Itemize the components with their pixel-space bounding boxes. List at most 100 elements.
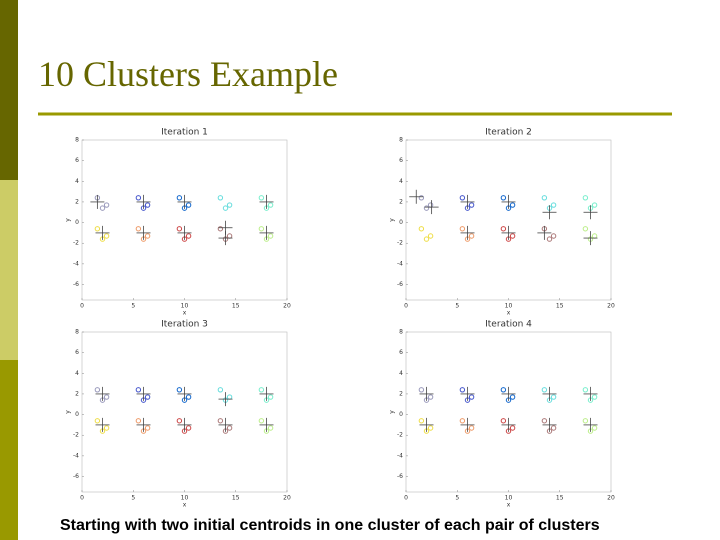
point xyxy=(144,233,151,239)
centroid xyxy=(501,417,516,432)
point xyxy=(185,394,192,400)
y-tick-label: 6 xyxy=(399,157,403,164)
centroid xyxy=(409,189,424,204)
point xyxy=(258,418,265,424)
point xyxy=(94,418,101,424)
y-tick-label: 6 xyxy=(75,349,79,356)
x-tick-label: 5 xyxy=(131,495,135,502)
point xyxy=(176,418,183,424)
y-tick-label: 6 xyxy=(399,349,403,356)
x-axis-label: x xyxy=(183,502,187,509)
point xyxy=(500,387,507,393)
y-tick-label: 0 xyxy=(399,411,403,418)
x-axis-label: x xyxy=(507,502,511,509)
y-tick-label: 2 xyxy=(75,390,79,397)
point xyxy=(176,226,183,232)
point xyxy=(427,394,434,400)
centroid xyxy=(218,392,233,407)
point xyxy=(418,418,425,424)
x-tick-label: 10 xyxy=(181,495,189,502)
point xyxy=(500,226,507,232)
point xyxy=(135,195,142,201)
centroid xyxy=(259,225,274,240)
x-axis-label: x xyxy=(507,310,511,317)
centroid xyxy=(136,417,151,432)
point xyxy=(459,387,466,393)
point xyxy=(185,425,192,431)
point xyxy=(509,202,516,208)
point xyxy=(258,226,265,232)
point xyxy=(550,394,557,400)
point xyxy=(217,226,224,232)
point xyxy=(541,387,548,393)
y-tick-label: 0 xyxy=(75,411,79,418)
y-tick-label: -6 xyxy=(397,473,403,480)
y-tick-label: -4 xyxy=(73,260,79,267)
y-tick-label: 2 xyxy=(399,198,403,205)
centroid xyxy=(90,194,105,209)
centroid xyxy=(95,225,110,240)
point xyxy=(99,205,106,211)
y-tick-label: 8 xyxy=(399,329,403,336)
centroid xyxy=(460,225,475,240)
point xyxy=(144,202,151,208)
x-tick-label: 15 xyxy=(232,303,240,310)
centroid xyxy=(259,386,274,401)
centroid xyxy=(419,386,434,401)
point xyxy=(217,195,224,201)
centroid xyxy=(460,386,475,401)
centroid xyxy=(542,386,557,401)
point xyxy=(226,202,233,208)
point xyxy=(509,425,516,431)
point xyxy=(509,394,516,400)
point xyxy=(267,233,274,239)
x-tick-label: 5 xyxy=(455,495,459,502)
caption: Starting with two initial centroids in o… xyxy=(60,517,600,534)
point xyxy=(427,202,434,208)
stripe xyxy=(0,360,18,540)
point xyxy=(582,195,589,201)
x-tick-label: 20 xyxy=(283,303,291,310)
point xyxy=(541,195,548,201)
y-tick-label: -2 xyxy=(73,240,79,247)
point xyxy=(427,233,434,239)
point xyxy=(258,387,265,393)
point xyxy=(500,195,507,201)
centroid xyxy=(177,194,192,209)
point xyxy=(226,233,233,239)
y-axis-label: y xyxy=(65,218,72,222)
chart-title: Iteration 3 xyxy=(161,320,208,330)
point xyxy=(550,233,557,239)
plot-area xyxy=(405,139,612,301)
slide-title: 10 Clusters Example xyxy=(38,54,338,94)
point xyxy=(135,226,142,232)
centroid xyxy=(460,417,475,432)
x-tick-label: 20 xyxy=(283,495,291,502)
point xyxy=(582,418,589,424)
centroid xyxy=(218,417,233,432)
x-tick-label: 0 xyxy=(404,303,408,310)
centroid xyxy=(583,417,598,432)
x-tick-label: 10 xyxy=(505,495,513,502)
chart-title: Iteration 4 xyxy=(485,320,532,330)
point xyxy=(468,233,475,239)
x-tick-label: 0 xyxy=(80,495,84,502)
point xyxy=(267,202,274,208)
x-tick-label: 5 xyxy=(455,303,459,310)
y-tick-label: -6 xyxy=(73,473,79,480)
point xyxy=(500,418,507,424)
chart-title: Iteration 1 xyxy=(161,128,208,138)
point xyxy=(267,425,274,431)
centroid xyxy=(583,205,598,220)
point xyxy=(135,418,142,424)
point xyxy=(103,425,110,431)
y-tick-label: -4 xyxy=(397,452,403,459)
y-tick-label: -6 xyxy=(397,281,403,288)
y-tick-label: 0 xyxy=(75,219,79,226)
point xyxy=(144,425,151,431)
point xyxy=(459,418,466,424)
x-tick-label: 5 xyxy=(131,303,135,310)
point xyxy=(226,394,233,400)
x-tick-label: 0 xyxy=(404,495,408,502)
y-tick-label: 2 xyxy=(399,390,403,397)
